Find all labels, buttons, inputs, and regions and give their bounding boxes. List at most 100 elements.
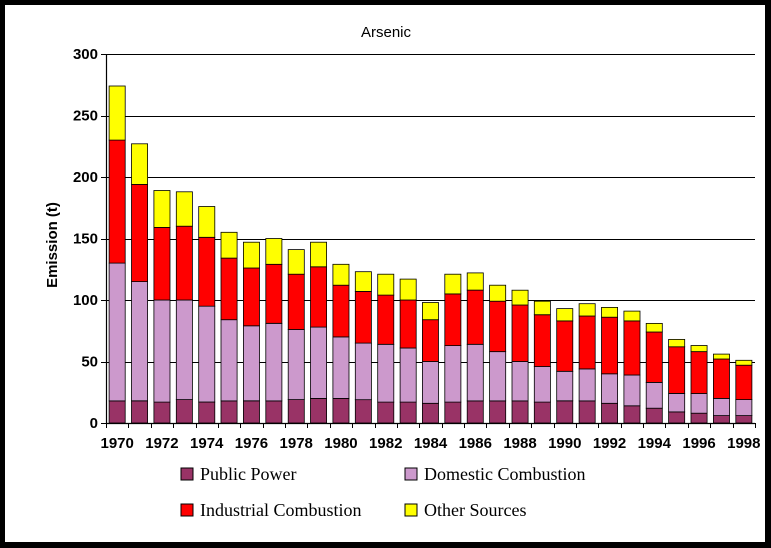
bar-segment-industrial-combustion — [466, 289, 484, 345]
bar-segment-industrial-combustion — [220, 257, 238, 321]
bar-segment-industrial-combustion — [198, 236, 216, 307]
bar-segment-industrial-combustion — [533, 314, 551, 367]
bar-segment-public-power — [310, 397, 328, 424]
chart-panel: Arsenic Emission (t) 0 50 100 150 200 250 300 … — [5, 5, 765, 542]
bar-segment-domestic-combustion — [131, 281, 149, 402]
bar-segment-domestic-combustion — [332, 336, 350, 399]
bar-segment-other-sources — [533, 300, 551, 316]
bar-segment-public-power — [399, 401, 417, 424]
bar-segment-domestic-combustion — [623, 374, 641, 407]
bar-segment-other-sources — [489, 284, 507, 302]
legend-label: Industrial Combustion — [200, 500, 362, 520]
bar-segment-public-power — [578, 400, 596, 424]
bar-segment-other-sources — [466, 272, 484, 291]
x-tick-labels: 1970 1972 1974 1976 1978 1980 1982 1984 1986 1988… — [101, 435, 761, 452]
bar-segment-domestic-combustion — [242, 325, 260, 402]
bar-segment-other-sources — [645, 322, 663, 333]
bar-segment-industrial-combustion — [175, 225, 193, 301]
y-tick-label: 50 — [81, 354, 98, 371]
x-tick-label: 1980 — [324, 435, 357, 452]
bar-segment-industrial-combustion — [690, 351, 708, 394]
bar-segment-other-sources — [713, 353, 730, 360]
legend-swatch — [180, 467, 194, 481]
bar-segment-industrial-combustion — [601, 316, 619, 375]
bar-segment-public-power — [735, 415, 753, 424]
bar-segment-other-sources — [601, 306, 619, 318]
bar-segment-industrial-combustion — [399, 299, 417, 349]
bar-segment-other-sources — [578, 303, 596, 317]
bar-segment-industrial-combustion — [287, 273, 305, 330]
bar-segment-public-power — [421, 402, 439, 424]
bar-segment-industrial-combustion — [310, 266, 328, 328]
bar-segment-other-sources — [623, 310, 641, 322]
bar-segment-domestic-combustion — [735, 399, 753, 417]
bar-segment-domestic-combustion — [287, 329, 305, 400]
x-tick-label: 1990 — [548, 435, 581, 452]
bar-segment-domestic-combustion — [421, 361, 439, 404]
bar-segment-other-sources — [220, 231, 238, 259]
bar-segment-public-power — [265, 400, 283, 424]
bar-segment-public-power — [108, 400, 126, 424]
bar-segment-public-power — [645, 407, 663, 424]
bar-segment-other-sources — [242, 241, 260, 269]
bar-segment-other-sources — [511, 289, 529, 306]
bar-segment-domestic-combustion — [601, 373, 619, 404]
x-tick-label: 1984 — [414, 435, 448, 452]
bar-segment-industrial-combustion — [265, 263, 283, 324]
y-tick-label: 250 — [73, 108, 98, 125]
bar-segment-public-power — [690, 412, 708, 424]
bar-segment-public-power — [511, 400, 529, 424]
bar-segment-domestic-combustion — [399, 347, 417, 403]
legend-swatch — [404, 503, 418, 517]
bar-segment-domestic-combustion — [668, 393, 686, 413]
y-tick-label: 200 — [73, 169, 98, 186]
bar-segment-domestic-combustion — [310, 326, 328, 399]
bar-segment-public-power — [198, 401, 216, 424]
y-tick-label: 300 — [73, 46, 98, 63]
x-tick-label: 1998 — [727, 435, 760, 452]
bar-segment-public-power — [556, 400, 574, 424]
bar-segment-public-power — [287, 399, 305, 424]
bar-segment-domestic-combustion — [556, 370, 574, 402]
bar-segment-industrial-combustion — [377, 294, 395, 345]
bar-segment-industrial-combustion — [578, 315, 596, 370]
bar-segment-other-sources — [287, 249, 305, 275]
bar-segment-other-sources — [354, 271, 372, 292]
y-tick-labels: 0 50 100 150 200 250 300 — [73, 46, 98, 432]
x-tick-label: 1972 — [145, 435, 178, 452]
bar-segment-public-power — [220, 400, 238, 424]
bar-segment-other-sources — [332, 263, 350, 286]
bar-segment-public-power — [533, 401, 551, 424]
bar-segment-other-sources — [735, 359, 753, 366]
y-tick-label: 100 — [73, 292, 98, 309]
bar-segment-public-power — [623, 405, 641, 424]
bar-segment-domestic-combustion — [713, 397, 730, 416]
bar-segment-domestic-combustion — [444, 345, 462, 403]
legend-label: Other Sources — [424, 500, 526, 520]
bar-segment-domestic-combustion — [511, 361, 529, 402]
bar-segment-public-power — [175, 399, 193, 424]
bars — [108, 85, 753, 424]
chart-title: Arsenic — [361, 24, 412, 41]
bar-segment-industrial-combustion — [735, 364, 753, 401]
bar-segment-public-power — [444, 401, 462, 424]
bar-segment-other-sources — [399, 278, 417, 301]
legend: Public Power Domestic Combustion Industria… — [180, 464, 586, 520]
bar-segment-domestic-combustion — [153, 299, 171, 403]
bar-segment-industrial-combustion — [332, 284, 350, 338]
legend-swatch — [180, 503, 194, 517]
x-tick-label: 1982 — [369, 435, 402, 452]
x-tick-label: 1978 — [280, 435, 313, 452]
bar-segment-public-power — [601, 402, 619, 424]
bar-segment-industrial-combustion — [556, 320, 574, 372]
bar-segment-industrial-combustion — [108, 139, 126, 264]
bar-segment-other-sources — [175, 191, 193, 227]
bar-segment-other-sources — [556, 308, 574, 322]
legend-label: Domestic Combustion — [424, 464, 586, 484]
bar-segment-public-power — [354, 399, 372, 424]
bar-segment-public-power — [377, 401, 395, 424]
y-tick-label: 150 — [73, 231, 98, 248]
x-tick-label: 1970 — [101, 435, 134, 452]
bar-segment-industrial-combustion — [131, 183, 149, 282]
bar-segment-other-sources — [668, 338, 686, 348]
